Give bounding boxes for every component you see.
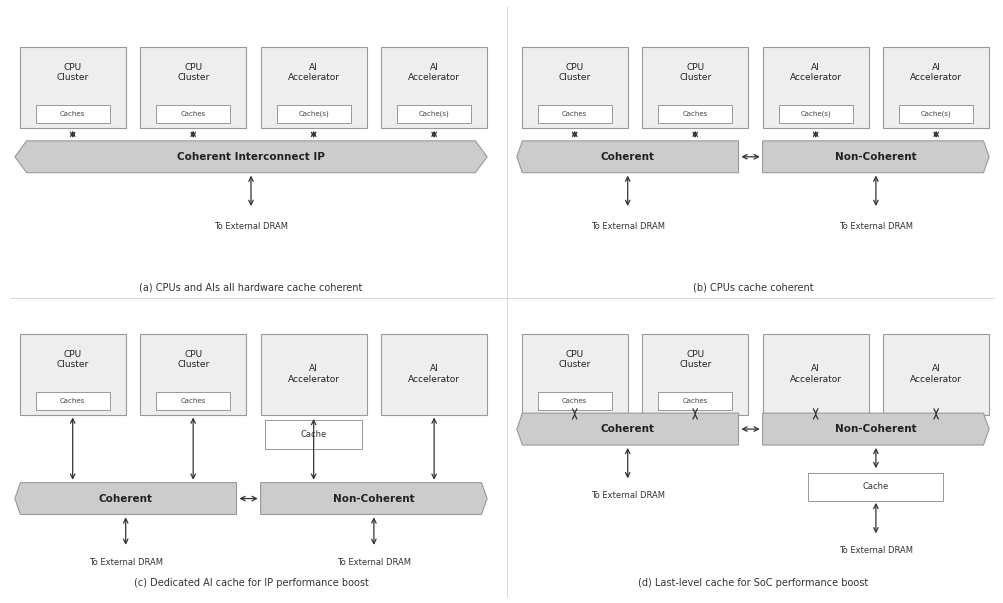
Polygon shape (15, 141, 486, 172)
Polygon shape (762, 141, 988, 172)
Text: To External DRAM: To External DRAM (590, 491, 664, 500)
FancyBboxPatch shape (381, 47, 486, 128)
Text: AI
Accelerator: AI Accelerator (288, 364, 339, 384)
Text: Caches: Caches (181, 398, 206, 404)
FancyBboxPatch shape (537, 105, 611, 123)
Text: CPU
Cluster: CPU Cluster (558, 350, 590, 369)
Text: Caches: Caches (181, 111, 206, 117)
Text: Caches: Caches (60, 398, 85, 404)
Text: AI
Accelerator: AI Accelerator (408, 63, 459, 83)
FancyBboxPatch shape (883, 333, 988, 415)
Text: To External DRAM: To External DRAM (839, 222, 912, 231)
FancyBboxPatch shape (396, 105, 470, 123)
Text: To External DRAM: To External DRAM (88, 558, 162, 567)
FancyBboxPatch shape (762, 333, 868, 415)
Text: AI
Accelerator: AI Accelerator (910, 364, 961, 384)
Text: Non-Coherent: Non-Coherent (333, 494, 414, 504)
Text: AI
Accelerator: AI Accelerator (408, 364, 459, 384)
Polygon shape (261, 482, 486, 514)
FancyBboxPatch shape (261, 333, 366, 415)
Text: Cache(s): Cache(s) (298, 111, 329, 118)
FancyBboxPatch shape (657, 392, 731, 410)
Text: AI
Accelerator: AI Accelerator (288, 63, 339, 83)
Text: Coherent Interconnect IP: Coherent Interconnect IP (177, 152, 325, 162)
Text: Cache: Cache (862, 482, 888, 491)
FancyBboxPatch shape (537, 392, 611, 410)
Text: To External DRAM: To External DRAM (839, 546, 912, 555)
Text: Coherent: Coherent (600, 424, 654, 434)
Text: CPU
Cluster: CPU Cluster (56, 350, 88, 369)
FancyBboxPatch shape (35, 392, 109, 410)
FancyBboxPatch shape (265, 420, 361, 449)
Text: Caches: Caches (682, 111, 707, 117)
Text: To External DRAM: To External DRAM (337, 558, 410, 567)
Text: CPU
Cluster: CPU Cluster (678, 350, 710, 369)
Polygon shape (762, 413, 988, 445)
Text: Caches: Caches (60, 111, 85, 117)
Text: Cache(s): Cache(s) (418, 111, 449, 118)
FancyBboxPatch shape (155, 105, 230, 123)
Text: Caches: Caches (562, 398, 587, 404)
Text: Caches: Caches (682, 398, 707, 404)
Text: CPU
Cluster: CPU Cluster (56, 63, 88, 83)
FancyBboxPatch shape (762, 47, 868, 128)
Text: AI
Accelerator: AI Accelerator (789, 63, 841, 83)
Text: (a) CPUs and AIs all hardware cache coherent: (a) CPUs and AIs all hardware cache cohe… (139, 283, 362, 293)
Text: Cache(s): Cache(s) (920, 111, 951, 118)
FancyBboxPatch shape (155, 392, 230, 410)
Text: Cache(s): Cache(s) (799, 111, 830, 118)
Text: AI
Accelerator: AI Accelerator (910, 63, 961, 83)
Text: CPU
Cluster: CPU Cluster (678, 63, 710, 83)
Polygon shape (517, 413, 738, 445)
FancyBboxPatch shape (35, 105, 109, 123)
FancyBboxPatch shape (642, 47, 747, 128)
FancyBboxPatch shape (807, 473, 943, 502)
FancyBboxPatch shape (898, 105, 972, 123)
Text: CPU
Cluster: CPU Cluster (177, 63, 209, 83)
Text: (b) CPUs cache coherent: (b) CPUs cache coherent (692, 283, 812, 293)
Text: (d) Last-level cache for SoC performance boost: (d) Last-level cache for SoC performance… (637, 578, 868, 589)
Polygon shape (517, 141, 738, 172)
FancyBboxPatch shape (883, 47, 988, 128)
Text: Coherent: Coherent (98, 494, 152, 504)
FancyBboxPatch shape (657, 105, 731, 123)
FancyBboxPatch shape (20, 333, 125, 415)
Text: Non-Coherent: Non-Coherent (834, 152, 916, 162)
Text: To External DRAM: To External DRAM (214, 222, 288, 231)
FancyBboxPatch shape (20, 47, 125, 128)
FancyBboxPatch shape (777, 105, 852, 123)
FancyBboxPatch shape (140, 333, 246, 415)
Text: Non-Coherent: Non-Coherent (834, 424, 916, 434)
Text: Caches: Caches (562, 111, 587, 117)
Text: Cache: Cache (300, 431, 326, 440)
Text: To External DRAM: To External DRAM (590, 222, 664, 231)
FancyBboxPatch shape (381, 333, 486, 415)
FancyBboxPatch shape (140, 47, 246, 128)
Polygon shape (15, 482, 237, 514)
Text: CPU
Cluster: CPU Cluster (177, 350, 209, 369)
FancyBboxPatch shape (276, 105, 350, 123)
Text: (c) Dedicated AI cache for IP performance boost: (c) Dedicated AI cache for IP performanc… (133, 578, 368, 589)
Text: Coherent: Coherent (600, 152, 654, 162)
FancyBboxPatch shape (522, 47, 627, 128)
FancyBboxPatch shape (522, 333, 627, 415)
Text: AI
Accelerator: AI Accelerator (789, 364, 841, 384)
FancyBboxPatch shape (642, 333, 747, 415)
Text: CPU
Cluster: CPU Cluster (558, 63, 590, 83)
FancyBboxPatch shape (261, 47, 366, 128)
